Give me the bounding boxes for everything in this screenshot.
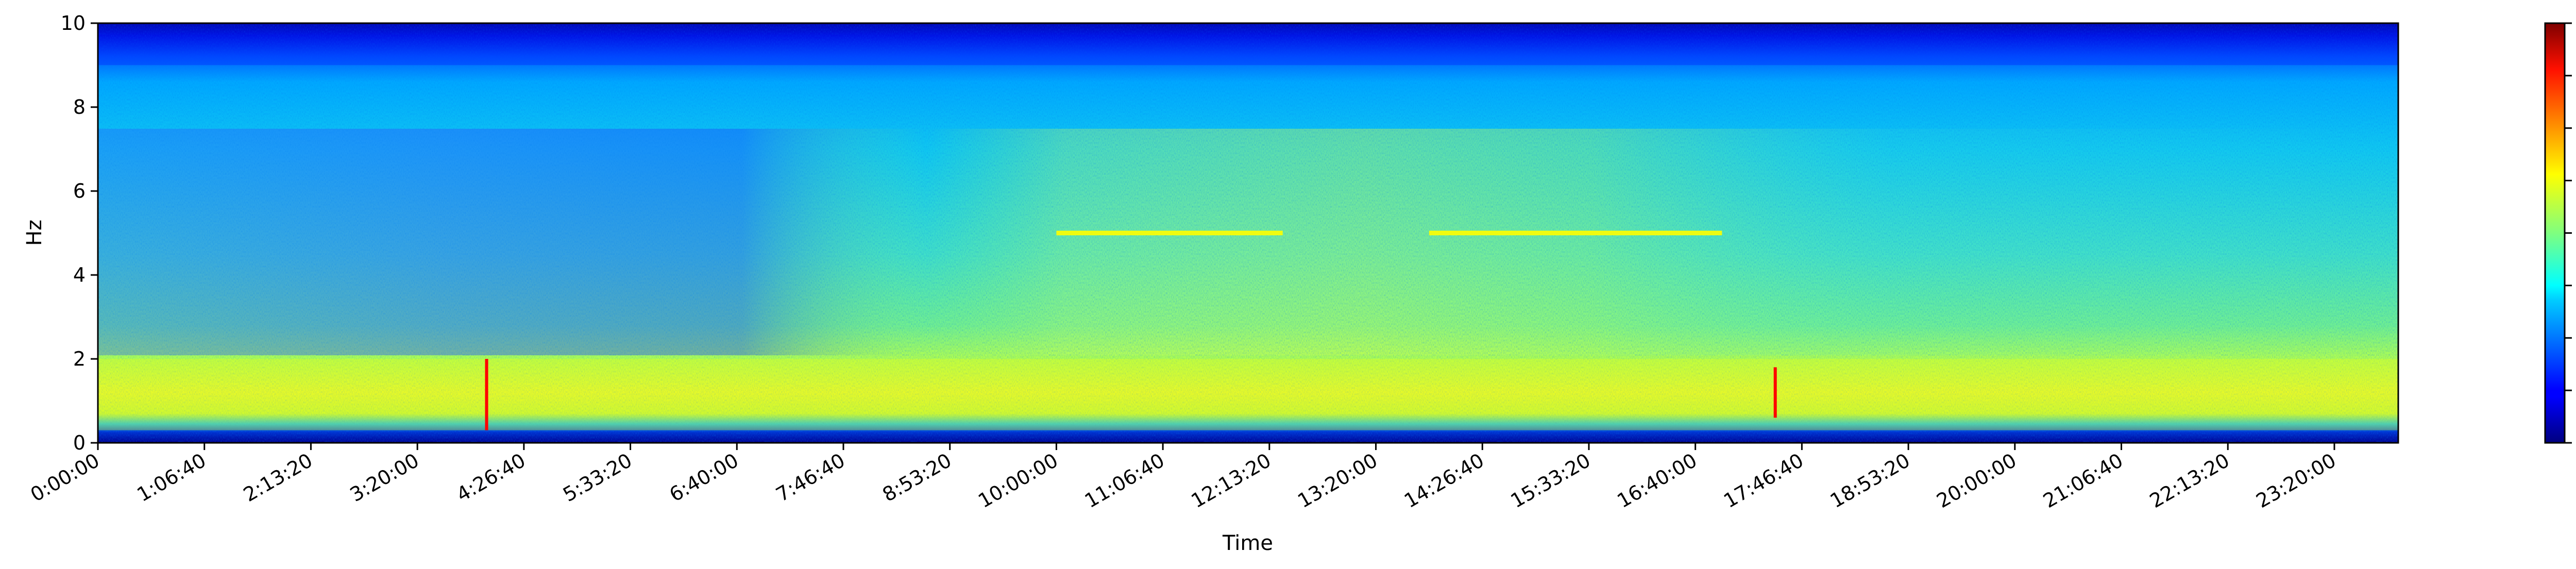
y-axis-label: Hz: [23, 219, 46, 246]
y-tick-label: 0: [73, 432, 86, 454]
x-tick-label: 18:53:20: [1826, 449, 1914, 512]
y-tick-label: 8: [73, 96, 86, 118]
y-tick-label: 6: [73, 180, 86, 202]
plot-area: [98, 23, 2398, 443]
x-tick-label: 5:33:20: [559, 449, 636, 506]
x-tick-label: 8:53:20: [878, 449, 955, 506]
plot-frame: [97, 22, 2399, 444]
x-tick-label: 11:06:40: [1081, 449, 1168, 512]
x-tick-label: 1:06:40: [133, 449, 210, 506]
x-tick-label: 12:13:20: [1188, 449, 1275, 512]
x-tick-label: 4:26:40: [452, 449, 529, 506]
y-tick-label: 2: [73, 348, 86, 370]
spectrogram-features: [98, 23, 2398, 430]
x-tick-label: 15:33:20: [1507, 449, 1595, 512]
x-tick-label: 16:40:00: [1613, 449, 1701, 512]
x-tick-label: 10:00:00: [974, 449, 1062, 512]
spectral-band: [98, 23, 2398, 65]
x-tick-label: 14:26:40: [1400, 449, 1488, 512]
x-tick-label: 3:20:00: [346, 449, 423, 506]
x-tick-label: 7:46:40: [772, 449, 849, 506]
spectral-band: [98, 359, 2398, 430]
x-tick-label: 17:46:40: [1720, 449, 1807, 512]
x-tick-label: 13:20:00: [1294, 449, 1381, 512]
y-axis: 0 2 4 6 8 10: [61, 12, 98, 454]
x-tick-label: 20:00:00: [1933, 449, 2021, 512]
x-tick-label: 2:13:20: [240, 449, 316, 506]
y-tick-label: 10: [61, 12, 86, 35]
x-axis: 0:00:00 1:06:40 2:13:20 3:20:00 4:26:40 5:33:…: [27, 443, 2340, 512]
y-tick-label: 4: [73, 264, 86, 286]
x-tick-label: 6:40:00: [666, 449, 742, 506]
colorbar: [2544, 22, 2566, 444]
x-axis-label: Time: [1222, 531, 1273, 555]
x-tick-label: 0:00:00: [27, 449, 104, 506]
x-tick-label: 23:20:00: [2252, 449, 2340, 512]
x-tick-label: 21:06:40: [2039, 449, 2127, 512]
colorbar-axis: +0 dB-10 dB-20 dB-30 dB-40 dB-50 dB-60 d…: [2565, 22, 2572, 444]
x-tick-label: 22:13:20: [2146, 449, 2233, 512]
